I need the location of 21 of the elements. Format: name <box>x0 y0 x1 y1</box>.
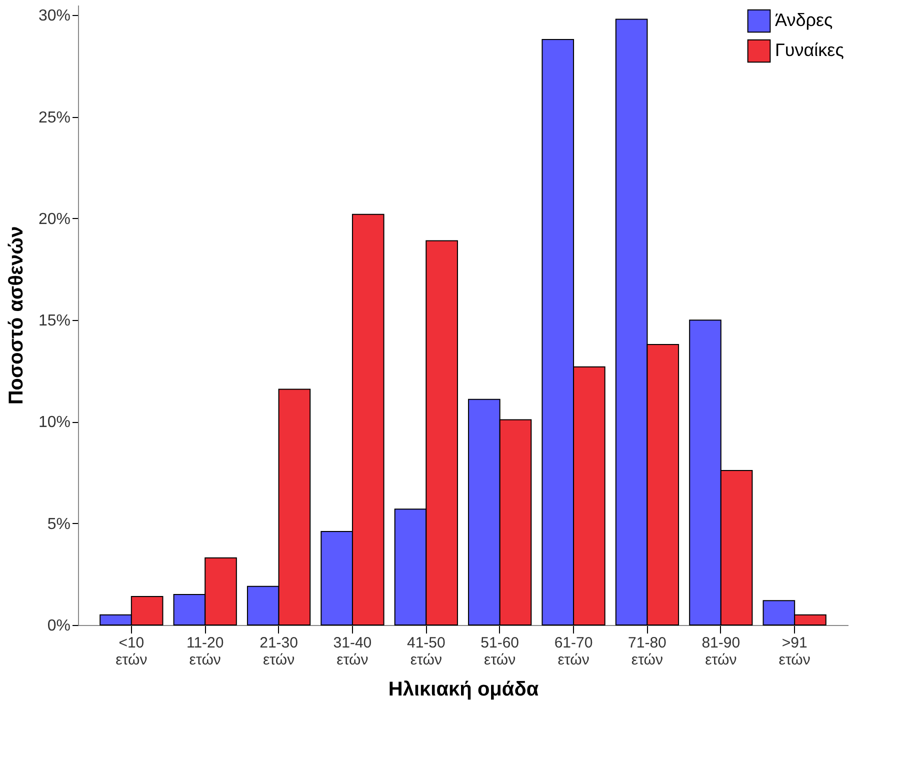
x-tick-label: <10 ετών <box>116 634 148 668</box>
y-axis-title: Ποσοστό ασθενών <box>5 226 28 405</box>
y-tick-label: 0% <box>47 618 70 634</box>
x-tick-label: 41-50 ετών <box>406 634 446 668</box>
x-tick-label: >91 ετών <box>778 634 810 668</box>
legend-label: Άνδρες <box>775 10 833 30</box>
y-tick-label: 5% <box>47 516 70 533</box>
x-tick-label: 61-70 ετών <box>554 634 593 668</box>
y-tick-label: 20% <box>38 210 70 228</box>
y-tick-label: 15% <box>38 312 70 330</box>
x-tick-label: 51-60 ετών <box>480 634 520 668</box>
x-tick-label: 81-90 ετών <box>702 634 740 668</box>
y-tick-label: 30% <box>38 8 70 25</box>
x-tick-label: 71-80 ετών <box>628 634 666 668</box>
y-tick-label: 10% <box>38 414 70 432</box>
x-tick-label: 21-30 ετών <box>260 634 298 668</box>
y-tick-label: 25% <box>38 109 70 126</box>
x-tick-label: 11-20 ετών <box>186 634 224 668</box>
legend-label: Γυναίκες <box>775 40 844 60</box>
x-axis-title: Ηλικιακή ομάδα <box>388 678 540 700</box>
x-tick-label: 31-40 ετών <box>333 634 372 668</box>
